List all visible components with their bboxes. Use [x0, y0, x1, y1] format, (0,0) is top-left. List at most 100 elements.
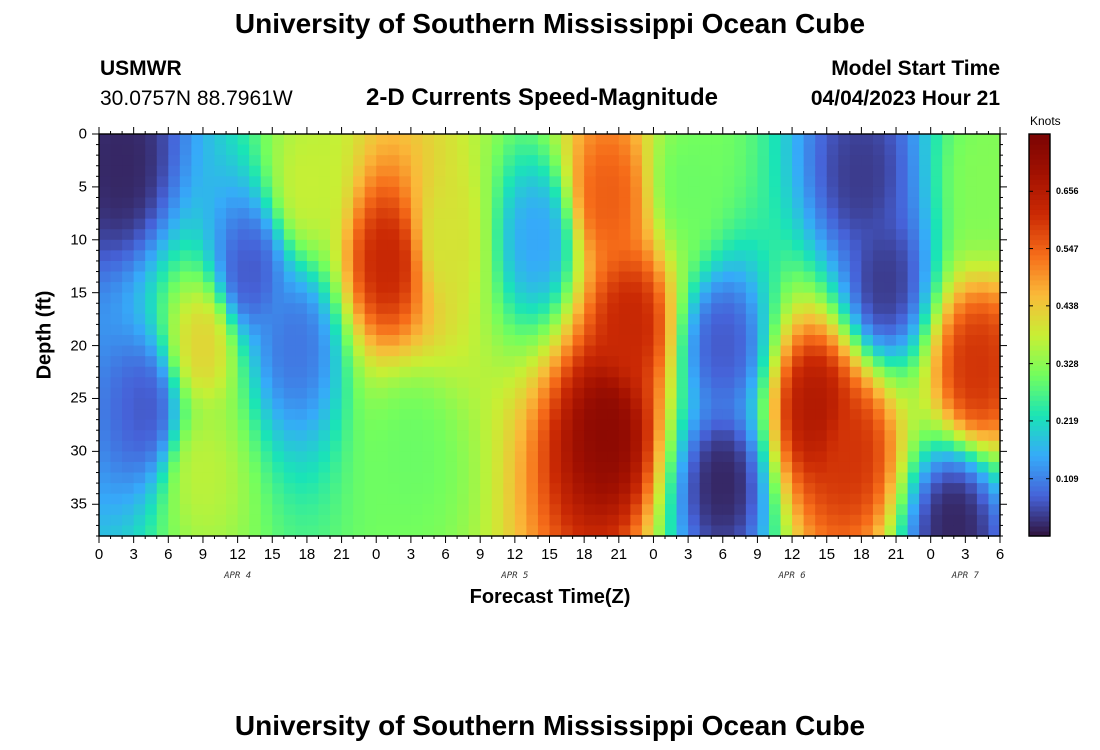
heatmap-cell — [503, 229, 516, 241]
heatmap-cell — [526, 250, 539, 262]
heatmap-cell — [202, 208, 216, 220]
heatmap-cell — [826, 144, 839, 156]
heatmap-cell — [988, 197, 1001, 209]
heatmap-cell — [942, 313, 955, 326]
heatmap-cell — [156, 197, 169, 209]
heatmap-cell — [364, 229, 377, 241]
heatmap-cell — [480, 282, 493, 294]
heatmap-cell — [145, 345, 158, 357]
heatmap-cell — [884, 483, 897, 495]
heatmap-cell — [942, 366, 955, 378]
heatmap-cell — [907, 419, 920, 431]
heatmap-cell — [549, 282, 562, 294]
heatmap-cell — [907, 292, 920, 304]
heatmap-cell — [202, 197, 216, 209]
heatmap-cell — [676, 398, 689, 410]
heatmap-cell — [179, 356, 193, 368]
heatmap-cell — [826, 461, 839, 474]
heatmap-cell — [410, 197, 424, 209]
heatmap-cell — [526, 377, 539, 389]
heatmap-cell — [653, 239, 666, 251]
heatmap-cell — [630, 260, 643, 273]
heatmap-cell — [526, 134, 539, 146]
heatmap-cell — [561, 356, 574, 368]
heatmap-cell — [930, 493, 943, 505]
heatmap-cell — [468, 461, 481, 474]
heatmap-cell — [595, 208, 608, 220]
heatmap-cell — [330, 345, 343, 357]
heatmap-cell — [792, 218, 805, 230]
heatmap-cell — [202, 303, 216, 315]
heatmap-cell — [283, 366, 296, 378]
heatmap-cell — [884, 134, 897, 146]
heatmap-cell — [757, 303, 770, 315]
heatmap-cell — [896, 493, 909, 505]
heatmap-cell — [237, 504, 250, 516]
heatmap-cell — [237, 461, 250, 474]
heatmap-cell — [711, 186, 724, 199]
heatmap-cell — [318, 366, 331, 378]
heatmap-cell — [688, 419, 701, 431]
heatmap-cell — [792, 208, 805, 220]
heatmap-cell — [99, 419, 112, 431]
heatmap-cell — [595, 366, 608, 378]
heatmap-cell — [572, 134, 585, 146]
heatmap-cell — [618, 461, 631, 474]
heatmap-cell — [445, 430, 458, 442]
heatmap-cell — [676, 472, 689, 484]
heatmap-cell — [988, 144, 1001, 156]
heatmap-cell — [815, 250, 828, 262]
heatmap-cell — [468, 472, 481, 484]
colorbar-segment — [1029, 164, 1050, 170]
heatmap-cell — [768, 165, 782, 177]
heatmap-cell — [330, 197, 343, 209]
heatmap-cell — [514, 493, 527, 505]
heatmap-cell — [757, 208, 770, 220]
heatmap-cell — [896, 335, 909, 347]
heatmap-cell — [133, 409, 146, 421]
heatmap-cell — [768, 504, 782, 516]
heatmap-cell — [422, 292, 435, 304]
heatmap-cell — [491, 472, 504, 484]
heatmap-cell — [861, 440, 874, 452]
heatmap-cell — [341, 186, 354, 199]
day-label: APR 6 — [778, 571, 806, 581]
heatmap-cell — [191, 313, 204, 326]
heatmap-cell — [295, 165, 308, 177]
heatmap-cell — [561, 303, 574, 315]
heatmap-cell — [942, 208, 955, 220]
heatmap-cell — [249, 144, 262, 156]
heatmap-cell — [699, 313, 712, 326]
heatmap-cell — [249, 440, 262, 452]
heatmap-cell — [584, 430, 597, 442]
heatmap-cell — [156, 461, 169, 474]
heatmap-cell — [607, 239, 620, 251]
heatmap-cell — [688, 335, 701, 347]
heatmap-cell — [722, 324, 735, 336]
heatmap-cell — [942, 504, 955, 516]
heatmap-cell — [214, 165, 227, 177]
heatmap-cell — [226, 483, 239, 495]
heatmap-cell — [595, 419, 608, 431]
heatmap-cell — [110, 324, 123, 336]
heatmap-cell — [168, 282, 181, 294]
heatmap-cell — [665, 155, 678, 167]
heatmap-cell — [202, 134, 216, 146]
heatmap-cell — [699, 398, 712, 410]
heatmap-cell — [433, 493, 447, 505]
heatmap-cell — [699, 419, 712, 431]
heatmap-cell — [110, 260, 123, 273]
heatmap-cell — [861, 292, 874, 304]
heatmap-cell — [133, 440, 146, 452]
heatmap-cell — [99, 409, 112, 421]
heatmap-cell — [145, 398, 158, 410]
heatmap-cell — [826, 271, 839, 283]
heatmap-cell — [849, 165, 862, 177]
heatmap-cell — [595, 345, 608, 357]
heatmap-cell — [757, 461, 770, 474]
heatmap-cell — [168, 440, 181, 452]
heatmap-cell — [630, 208, 643, 220]
heatmap-cell — [260, 345, 273, 357]
heatmap-cell — [145, 208, 158, 220]
heatmap-cell — [249, 271, 262, 283]
